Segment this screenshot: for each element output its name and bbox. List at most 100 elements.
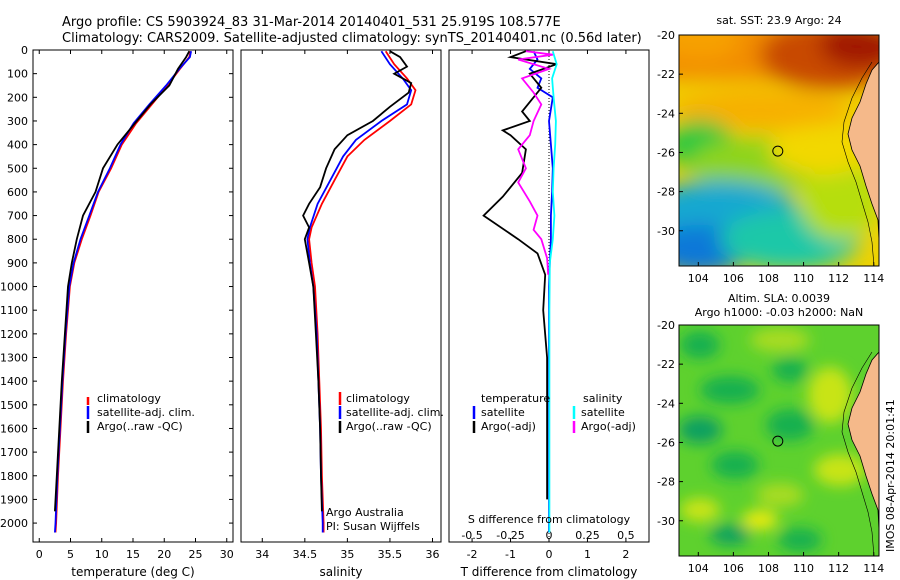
sla-field: [679, 325, 879, 556]
series-line: [482, 50, 557, 500]
x-tick-label: 34: [255, 548, 269, 561]
longitude-tick-label: 114: [863, 562, 884, 575]
depth-tick-label: 1300: [0, 352, 28, 365]
legend-label-satellite: satellite-adj. clim.: [97, 406, 195, 419]
s-difference-tick-label: 0: [546, 529, 553, 542]
salinity-series: [302, 50, 417, 533]
x-tick-label: 20: [157, 548, 171, 561]
latitude-tick-label: -30: [657, 225, 675, 238]
sla-map-title: Altim. SLA: 0.0039: [728, 292, 830, 305]
longitude-tick-label: 114: [863, 272, 884, 285]
s-difference-tick-label: 0.5: [617, 529, 635, 542]
series-line: [54, 50, 191, 512]
depth-tick-label: 900: [7, 257, 28, 270]
longitude-tick-label: 110: [793, 562, 814, 575]
x-tick-label: 10: [95, 548, 109, 561]
latitude-tick-label: -22: [657, 68, 675, 81]
depth-tick-label: 1400: [0, 375, 28, 388]
sst-map-panel: sat. SST: 23.9 Argo: 24 104 106 108: [657, 14, 884, 285]
sst-field: [679, 35, 879, 266]
temperature-series: [54, 50, 192, 533]
x-tick-label: 5: [67, 548, 74, 561]
difference-panel: -2 -1 0 1 2 -0.5 -0.25 0 0.25 0.5 temperature sa…: [448, 49, 650, 579]
depth-tick-label: 1900: [0, 493, 28, 506]
temperature-axes: [32, 49, 234, 543]
depth-tick-label: 500: [7, 162, 28, 175]
argo-position-marker: [772, 435, 784, 447]
salinity-tick-labels: 34 34.5 35 35.5 36: [255, 50, 439, 561]
temperature-xlabel: temperature (deg C): [71, 565, 194, 579]
series-line: [517, 50, 553, 275]
depth-tick-label: 1700: [0, 446, 28, 459]
salinity-legend: climatology satellite-adj. clim. Argo(..…: [338, 392, 444, 433]
difference-legend: temperature satellite Argo(-adj) salinit…: [472, 392, 636, 433]
depth-tick-label: 200: [7, 91, 28, 104]
x-tick-label: 30: [220, 548, 234, 561]
longitude-tick-label: 104: [688, 562, 709, 575]
depth-tick-label: 1800: [0, 470, 28, 483]
legend-label-argo: Argo(..raw -QC): [97, 420, 183, 433]
legend-label-sal-satellite: satellite: [581, 406, 625, 419]
depth-tick-label: 600: [7, 186, 28, 199]
sla-longitude-ticks: 104 106 108 110 112 114: [688, 552, 884, 575]
latitude-tick-label: -24: [657, 397, 675, 410]
x-tick-label: -2: [467, 548, 478, 561]
depth-tick-label: 1000: [0, 281, 28, 294]
depth-tick-label: 100: [7, 68, 28, 81]
s-difference-tick-labels: -0.5 -0.25 0 0.25 0.5: [461, 529, 634, 542]
depth-tick-label: 1100: [0, 304, 28, 317]
depth-tick-label: 1200: [0, 328, 28, 341]
longitude-tick-label: 108: [758, 272, 779, 285]
legend-label-temp-argo: Argo(-adj): [481, 420, 536, 433]
salinity-axes: [240, 49, 442, 543]
x-tick-label: 34.5: [293, 548, 318, 561]
difference-series: [482, 50, 558, 533]
depth-tick-label: 1600: [0, 422, 28, 435]
temperature-legend: climatology satellite-adj. clim. Argo(..…: [86, 392, 195, 433]
longitude-tick-label: 108: [758, 562, 779, 575]
x-tick-label: 2: [622, 548, 629, 561]
latitude-tick-label: -22: [657, 358, 675, 371]
sla-latitude-ticks: -20 -22 -24 -26 -28 -30: [657, 319, 683, 528]
latitude-tick-label: -28: [657, 476, 675, 489]
sla-map-panel: Altim. SLA: 0.0039 Argo h1000: -0.03 h20…: [657, 292, 884, 575]
latitude-tick-label: -24: [657, 107, 675, 120]
header-line-1: Argo profile: CS 5903924_83 31-Mar-2014 …: [62, 15, 561, 30]
legend-label-climatology: climatology: [346, 392, 410, 405]
longitude-tick-label: 104: [688, 272, 709, 285]
x-tick-label: -1: [505, 548, 516, 561]
depth-tick-label: 0: [21, 44, 28, 57]
temperature-tick-labels: 0 5 10 15 20 25 30: [36, 50, 234, 561]
x-tick-label: 35.5: [378, 548, 403, 561]
depth-tick-label: 700: [7, 210, 28, 223]
pi-label: PI: Susan Wijffels: [326, 520, 420, 533]
latitude-tick-label: -30: [657, 515, 675, 528]
sst-map-axes: [678, 34, 880, 267]
sst-longitude-ticks: 104 106 108 110 112 114: [688, 262, 884, 285]
s-difference-tick-label: 0.25: [575, 529, 600, 542]
longitude-tick-label: 112: [828, 562, 849, 575]
s-difference-tick-label: -0.5: [461, 529, 482, 542]
depth-tick-label: 1500: [0, 399, 28, 412]
longitude-tick-label: 112: [828, 272, 849, 285]
sst-latitude-ticks: -20 -22 -24 -26 -28 -30: [657, 29, 683, 238]
depth-tick-label: 400: [7, 139, 28, 152]
x-tick-label: 1: [584, 548, 591, 561]
argo-australia-label: Argo Australia: [326, 506, 404, 519]
depth-tick-label: 300: [7, 115, 28, 128]
salinity-panel: 34 34.5 35 35.5 36 climatology satellite-adj…: [240, 49, 444, 579]
t-difference-xlabel: T difference from climatology: [460, 565, 638, 579]
latitude-tick-label: -26: [657, 146, 675, 159]
series-line: [548, 50, 558, 533]
legend-label-temp-satellite: satellite: [481, 406, 525, 419]
depth-tick-label: 2000: [0, 517, 28, 530]
legend-title-salinity: salinity: [583, 392, 623, 405]
s-difference-tick-label: -0.25: [496, 529, 524, 542]
series-line: [302, 50, 413, 512]
sla-map-subtitle: Argo h1000: -0.03 h2000: NaN: [695, 306, 864, 319]
sla-map-axes: [678, 324, 880, 557]
argo-position-marker: [772, 145, 784, 157]
header-line-2: Climatology: CARS2009. Satellite-adjuste…: [62, 31, 642, 46]
legend-label-satellite: satellite-adj. clim.: [346, 406, 444, 419]
